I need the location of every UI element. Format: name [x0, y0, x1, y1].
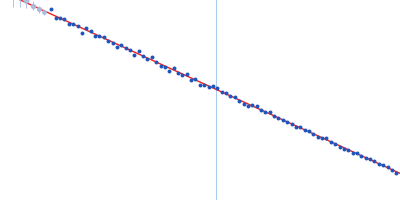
Point	[254, 104, 260, 107]
Point	[214, 86, 220, 89]
Point	[302, 128, 308, 131]
Point	[92, 34, 98, 37]
Point	[314, 136, 321, 139]
Point	[105, 39, 111, 42]
Point	[393, 171, 400, 175]
Point	[140, 54, 146, 57]
Point	[109, 41, 116, 44]
Point	[262, 111, 268, 114]
Point	[297, 126, 304, 129]
Point	[271, 114, 277, 117]
Point	[157, 65, 164, 68]
Point	[153, 60, 159, 64]
Point	[293, 126, 299, 129]
Point	[328, 140, 334, 144]
Point	[249, 104, 256, 107]
Point	[323, 137, 330, 140]
Point	[188, 79, 194, 82]
Point	[175, 71, 181, 74]
Point	[371, 159, 378, 162]
Point	[70, 23, 76, 26]
Point	[358, 154, 364, 158]
Point	[162, 65, 168, 68]
Point	[284, 120, 290, 124]
Point	[332, 143, 338, 146]
Point	[258, 108, 264, 111]
Point	[61, 17, 68, 21]
Point	[223, 91, 229, 95]
Point	[245, 104, 251, 107]
Point	[66, 23, 72, 26]
Point	[205, 86, 212, 89]
Point	[341, 147, 347, 150]
Point	[345, 148, 352, 152]
Point	[362, 156, 369, 159]
Point	[384, 166, 391, 169]
Point	[350, 151, 356, 154]
Point	[192, 78, 199, 81]
Point	[79, 31, 85, 34]
Point	[83, 26, 90, 29]
Point	[149, 55, 155, 58]
Point	[74, 25, 81, 28]
Point	[52, 16, 59, 19]
Point	[376, 162, 382, 165]
Point	[122, 46, 129, 49]
Point	[232, 96, 238, 99]
Point	[354, 151, 360, 154]
Point	[131, 53, 138, 56]
Point	[306, 129, 312, 132]
Point	[88, 29, 94, 32]
Point	[144, 57, 151, 60]
Point	[280, 118, 286, 121]
Point	[336, 145, 343, 148]
Point	[310, 133, 316, 136]
Point	[240, 102, 247, 105]
Point	[166, 70, 172, 73]
Point	[210, 85, 216, 88]
Point	[100, 35, 107, 39]
Point	[136, 49, 142, 53]
Point	[114, 45, 120, 49]
Point	[266, 110, 273, 114]
Point	[57, 16, 63, 20]
Point	[201, 83, 208, 86]
Point	[319, 136, 325, 139]
Point	[179, 73, 186, 77]
Point	[380, 164, 386, 167]
Point	[184, 73, 190, 76]
Point	[227, 95, 234, 98]
Point	[367, 157, 373, 160]
Point	[118, 43, 124, 47]
Point	[218, 91, 225, 94]
Point	[389, 168, 395, 171]
Point	[275, 116, 282, 119]
Point	[170, 67, 177, 70]
Point	[236, 99, 242, 102]
Point	[197, 83, 203, 86]
Point	[127, 48, 133, 51]
Point	[288, 122, 295, 126]
Point	[96, 35, 103, 38]
Point	[48, 7, 54, 11]
